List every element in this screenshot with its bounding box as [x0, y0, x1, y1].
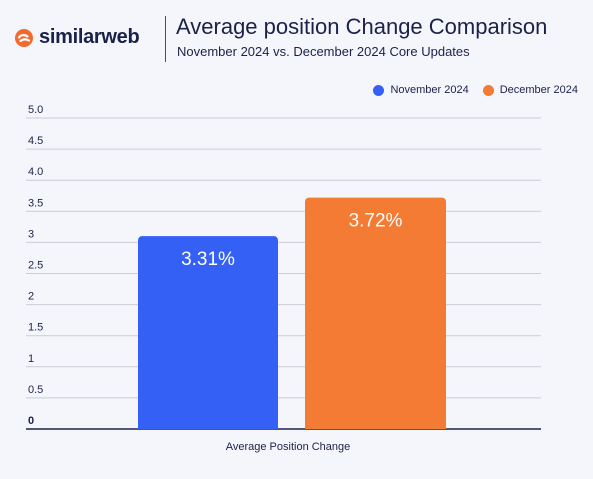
y-tick-label: 5.0	[28, 104, 43, 116]
header-divider	[165, 16, 166, 62]
chart-header: similarweb Average position Change Compa…	[0, 0, 593, 80]
bar-november	[138, 236, 278, 429]
y-tick-label: 3	[28, 228, 34, 240]
y-tick-label: 1	[28, 353, 34, 365]
chart-legend: November 2024 December 2024	[373, 84, 578, 96]
legend-item-december: December 2024	[482, 84, 578, 96]
chart-subtitle: November 2024 vs. December 2024 Core Upd…	[177, 44, 470, 59]
legend-swatch-december	[482, 84, 494, 96]
logo-text: similarweb	[39, 26, 140, 48]
bar-base-november	[138, 423, 278, 429]
bar-base-december	[305, 423, 446, 429]
y-tick-label: 4.0	[28, 166, 43, 178]
y-tick-label: 3.5	[28, 197, 43, 209]
data-label-december: 3.72%	[349, 211, 403, 232]
legend-swatch-november	[373, 84, 385, 96]
legend-item-november: November 2024	[373, 84, 469, 96]
y-tick-label: 1.5	[28, 322, 43, 334]
x-axis-category-label: Average Position Change	[226, 441, 351, 453]
legend-label-december: December 2024	[499, 84, 578, 96]
y-tick-label: 2	[28, 291, 34, 303]
y-tick-label: 0.5	[28, 384, 43, 396]
similarweb-logo-icon	[15, 28, 33, 47]
similarweb-logo: similarweb	[14, 26, 140, 49]
y-tick-label: 2.5	[28, 260, 43, 272]
y-tick-label: 0	[28, 415, 34, 427]
data-label-november: 3.31%	[181, 249, 235, 270]
chart-title: Average position Change Comparison	[176, 14, 548, 39]
legend-label-november: November 2024	[390, 84, 469, 96]
bar-december	[305, 197, 446, 429]
y-tick-label: 4.5	[28, 135, 43, 147]
